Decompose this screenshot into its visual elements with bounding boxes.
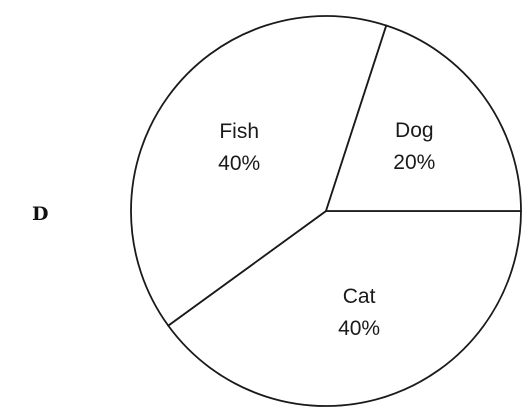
slice-value-dog: 20%	[393, 151, 435, 174]
slice-value-fish: 40%	[218, 152, 260, 175]
option-letter: D	[32, 203, 48, 225]
slice-label-dog: Dog	[395, 119, 434, 142]
pie-chart: Cat 40% Fish 40% Dog 20%	[131, 16, 521, 406]
slice-label-fish: Fish	[219, 120, 259, 143]
slice-label-cat: Cat	[343, 285, 376, 308]
slice-value-cat: 40%	[338, 317, 380, 340]
